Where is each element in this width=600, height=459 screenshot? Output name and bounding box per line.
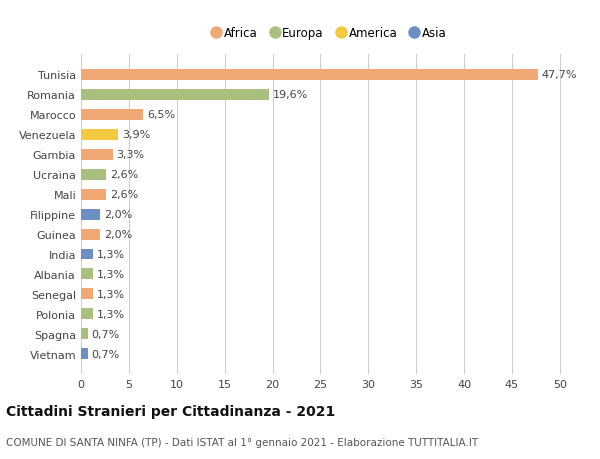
Bar: [81, 129, 118, 140]
Text: 3,9%: 3,9%: [122, 130, 151, 140]
Text: 2,0%: 2,0%: [104, 230, 132, 240]
Bar: [81, 109, 143, 120]
Text: 1,3%: 1,3%: [97, 309, 125, 319]
Text: 19,6%: 19,6%: [272, 90, 308, 100]
Text: 1,3%: 1,3%: [97, 249, 125, 259]
Bar: [81, 169, 106, 180]
Text: 2,6%: 2,6%: [110, 170, 138, 180]
Text: 2,0%: 2,0%: [104, 210, 132, 219]
Bar: [81, 289, 94, 300]
Bar: [81, 149, 113, 160]
Text: 0,7%: 0,7%: [92, 349, 120, 359]
Text: Cittadini Stranieri per Cittadinanza - 2021: Cittadini Stranieri per Cittadinanza - 2…: [6, 404, 335, 419]
Text: 1,3%: 1,3%: [97, 269, 125, 280]
Bar: [81, 249, 94, 260]
Text: 6,5%: 6,5%: [147, 110, 175, 120]
Text: 3,3%: 3,3%: [116, 150, 145, 160]
Bar: [81, 70, 538, 80]
Bar: [81, 349, 88, 359]
Bar: [81, 90, 269, 101]
Text: 2,6%: 2,6%: [110, 190, 138, 200]
Bar: [81, 329, 88, 340]
Text: 47,7%: 47,7%: [542, 70, 577, 80]
Bar: [81, 229, 100, 240]
Text: COMUNE DI SANTA NINFA (TP) - Dati ISTAT al 1° gennaio 2021 - Elaborazione TUTTIT: COMUNE DI SANTA NINFA (TP) - Dati ISTAT …: [6, 437, 478, 447]
Bar: [81, 209, 100, 220]
Text: 1,3%: 1,3%: [97, 289, 125, 299]
Bar: [81, 269, 94, 280]
Bar: [81, 189, 106, 200]
Legend: Africa, Europa, America, Asia: Africa, Europa, America, Asia: [208, 22, 452, 45]
Text: 0,7%: 0,7%: [92, 329, 120, 339]
Bar: [81, 309, 94, 320]
